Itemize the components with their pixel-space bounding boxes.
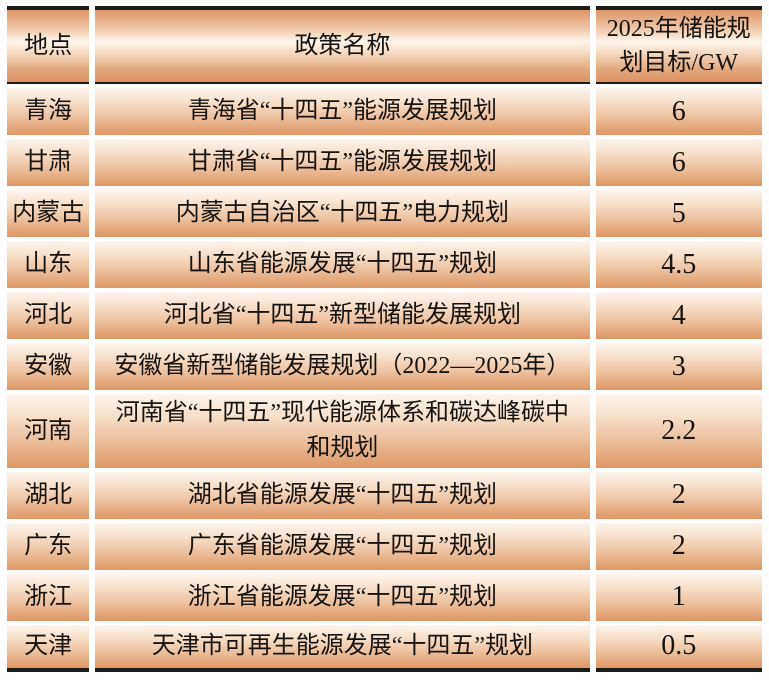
policy-name-cell: 青海省“十四五”能源发展规划 [95,88,590,136]
target-value-cell: 1 [595,573,762,621]
table-row: 甘肃 甘肃省“十四五”能源发展规划 6 [7,139,762,187]
location-cell: 甘肃 [7,139,90,187]
location-cell: 安徽 [7,343,90,391]
location-cell: 河南 [7,394,90,468]
policy-name-cell: 浙江省能源发展“十四五”规划 [95,573,590,621]
policy-name-cell: 内蒙古自治区“十四五”电力规划 [95,190,590,238]
target-value-cell: 6 [595,139,762,187]
policy-name-cell: 安徽省新型储能发展规划（2022—2025年） [95,343,590,391]
target-value-cell: 2 [595,522,762,570]
target-value-cell: 0.5 [595,624,762,672]
location-cell: 河北 [7,292,90,340]
policy-name-cell: 山东省能源发展“十四五”规划 [95,241,590,289]
location-cell: 青海 [7,88,90,136]
target-value-cell: 4.5 [595,241,762,289]
table-body: 青海 青海省“十四五”能源发展规划 6 甘肃 甘肃省“十四五”能源发展规划 6 … [7,88,762,672]
location-cell: 湖北 [7,471,90,519]
column-header-location: 地点 [7,6,90,85]
location-cell: 内蒙古 [7,190,90,238]
target-value-cell: 2 [595,471,762,519]
table-row: 广东 广东省能源发展“十四五”规划 2 [7,522,762,570]
policy-name-cell: 湖北省能源发展“十四五”规划 [95,471,590,519]
location-cell: 山东 [7,241,90,289]
policy-name-cell: 河南省“十四五”现代能源体系和碳达峰碳中和规划 [95,394,590,468]
location-cell: 浙江 [7,573,90,621]
location-cell: 广东 [7,522,90,570]
target-value-cell: 3 [595,343,762,391]
table-row: 河北 河北省“十四五”新型储能发展规划 4 [7,292,762,340]
table-row: 浙江 浙江省能源发展“十四五”规划 1 [7,573,762,621]
table-row: 内蒙古 内蒙古自治区“十四五”电力规划 5 [7,190,762,238]
table-row: 山东 山东省能源发展“十四五”规划 4.5 [7,241,762,289]
target-value-cell: 5 [595,190,762,238]
table-row: 青海 青海省“十四五”能源发展规划 6 [7,88,762,136]
location-cell: 天津 [7,624,90,672]
table-row: 河南 河南省“十四五”现代能源体系和碳达峰碳中和规划 2.2 [7,394,762,468]
policy-name-cell: 甘肃省“十四五”能源发展规划 [95,139,590,187]
target-value-cell: 6 [595,88,762,136]
target-value-cell: 2.2 [595,394,762,468]
policy-name-cell: 广东省能源发展“十四五”规划 [95,522,590,570]
policy-name-cell: 天津市可再生能源发展“十四五”规划 [95,624,590,672]
table-row: 湖北 湖北省能源发展“十四五”规划 2 [7,471,762,519]
column-header-policy-name: 政策名称 [95,6,590,85]
policy-name-cell: 河北省“十四五”新型储能发展规划 [95,292,590,340]
table-row: 安徽 安徽省新型储能发展规划（2022—2025年） 3 [7,343,762,391]
header-row: 地点 政策名称 2025年储能规划目标/GW [7,6,762,85]
table-row: 天津 天津市可再生能源发展“十四五”规划 0.5 [7,624,762,672]
column-header-2025-target-gw: 2025年储能规划目标/GW [595,6,762,85]
target-value-cell: 4 [595,292,762,340]
